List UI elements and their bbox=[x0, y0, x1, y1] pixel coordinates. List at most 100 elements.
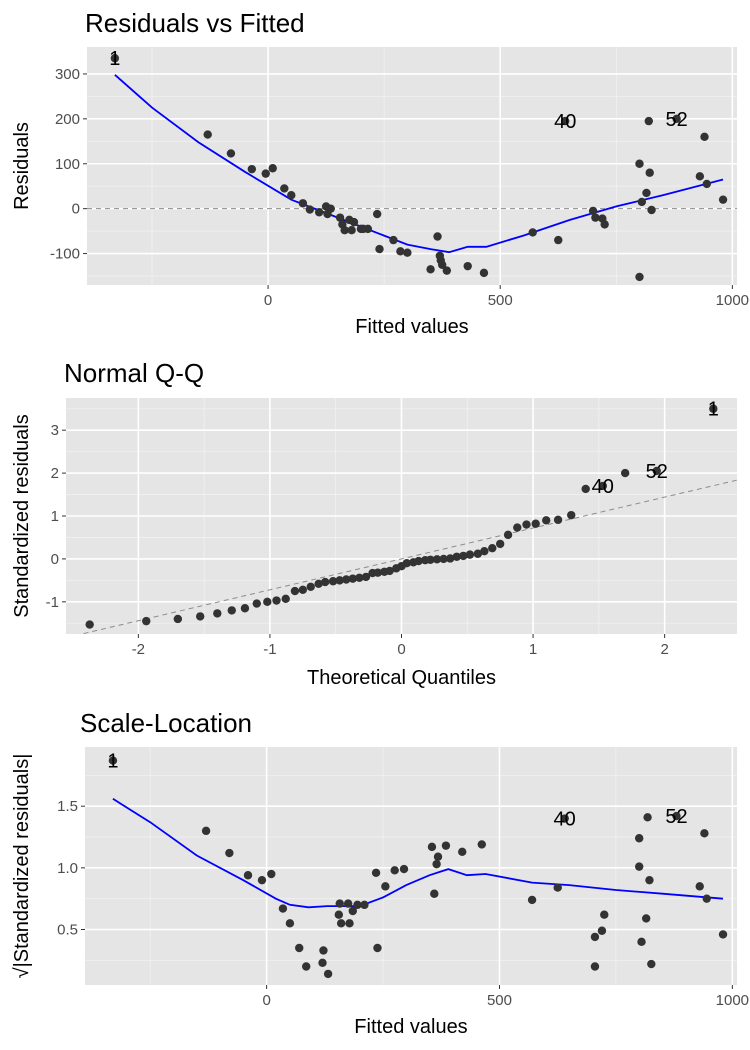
data-point bbox=[285, 919, 295, 928]
data-point bbox=[597, 926, 607, 935]
data-point bbox=[396, 247, 405, 256]
data-point bbox=[373, 943, 382, 953]
data-point bbox=[295, 943, 304, 953]
data-point bbox=[389, 235, 398, 245]
data-point bbox=[441, 841, 451, 850]
data-point bbox=[373, 568, 383, 577]
y-tick-label: 2 bbox=[51, 465, 59, 482]
plot-1: 1 40 52 0 500 1000 -100 0 100 200 300 Residuals vs … bbox=[11, 8, 749, 338]
point-label: 40 bbox=[592, 476, 614, 498]
data-point bbox=[305, 205, 315, 214]
data-point bbox=[647, 205, 656, 215]
data-point bbox=[522, 520, 531, 529]
y-tick-label: 100 bbox=[55, 156, 80, 173]
data-point bbox=[225, 848, 234, 858]
y-tick-label: -1 bbox=[46, 594, 59, 611]
data-point bbox=[247, 164, 257, 174]
data-point bbox=[348, 574, 358, 583]
data-point bbox=[527, 895, 537, 905]
data-point bbox=[495, 539, 505, 549]
y-tick-label: 0 bbox=[72, 201, 80, 218]
data-point bbox=[226, 149, 236, 158]
data-point bbox=[361, 572, 371, 582]
x-tick-label: 1000 bbox=[716, 292, 749, 309]
y-axis-title: √|Standardized residuals| bbox=[11, 754, 33, 979]
data-point bbox=[433, 852, 443, 861]
data-point bbox=[355, 573, 364, 582]
data-point bbox=[314, 208, 324, 217]
y-axis-title: Standardized residuals bbox=[11, 414, 33, 617]
data-point bbox=[637, 197, 647, 207]
data-point bbox=[347, 226, 356, 235]
data-point bbox=[598, 481, 607, 491]
data-point bbox=[298, 199, 308, 208]
x-axis-title: Theoretical Quantiles bbox=[307, 667, 496, 689]
data-point bbox=[257, 875, 267, 885]
data-point bbox=[252, 599, 261, 608]
point-label: 40 bbox=[554, 111, 576, 133]
data-point bbox=[142, 616, 151, 626]
data-point bbox=[473, 549, 483, 558]
data-point bbox=[108, 756, 118, 765]
data-point bbox=[442, 266, 452, 275]
data-point bbox=[298, 585, 308, 595]
plot-area: 1 40 52 bbox=[66, 398, 737, 634]
x-tick-label: 0 bbox=[264, 292, 272, 309]
data-point bbox=[268, 164, 277, 173]
data-point bbox=[437, 260, 447, 269]
data-point bbox=[348, 906, 357, 916]
y-tick-label: 300 bbox=[55, 66, 80, 83]
plot-area: 1 40 52 bbox=[85, 747, 737, 985]
data-point bbox=[635, 159, 644, 168]
data-point bbox=[267, 869, 276, 879]
data-point bbox=[403, 248, 412, 257]
data-point bbox=[227, 606, 236, 615]
data-point bbox=[335, 899, 344, 908]
data-point bbox=[718, 195, 728, 204]
y-tick-label: 1 bbox=[51, 508, 59, 525]
data-point bbox=[343, 899, 353, 908]
qq-reference-line bbox=[79, 479, 737, 634]
point-label: 1 bbox=[708, 399, 719, 421]
data-point bbox=[196, 612, 205, 621]
data-point bbox=[637, 937, 646, 947]
data-point bbox=[385, 566, 394, 576]
data-point bbox=[272, 596, 281, 605]
data-point bbox=[345, 919, 354, 928]
data-point bbox=[342, 575, 351, 584]
data-point bbox=[528, 228, 537, 237]
data-point bbox=[390, 866, 399, 875]
data-point bbox=[278, 904, 288, 913]
data-point bbox=[452, 552, 461, 561]
plot-2: 1 40 52 -2 -1 0 1 2 -1 0 1 2 3 Normal Q-Q Theoretical … bbox=[11, 358, 737, 689]
data-point bbox=[439, 554, 448, 564]
point-label: 40 bbox=[554, 809, 576, 831]
data-point bbox=[542, 516, 551, 525]
data-point bbox=[381, 882, 390, 891]
data-point bbox=[554, 235, 563, 245]
data-point bbox=[427, 842, 437, 852]
y-axis-title: Residuals bbox=[11, 122, 33, 210]
point-label: 52 bbox=[665, 806, 687, 828]
data-point bbox=[318, 958, 327, 968]
data-point bbox=[110, 54, 120, 63]
data-point bbox=[280, 184, 289, 193]
y-tick-label: 1.0 bbox=[57, 860, 78, 877]
data-point bbox=[641, 914, 651, 923]
data-point bbox=[290, 586, 300, 596]
data-point bbox=[353, 900, 362, 910]
data-point bbox=[644, 116, 653, 126]
smooth-line bbox=[112, 798, 724, 909]
y-tick-label: 3 bbox=[51, 422, 59, 439]
data-point bbox=[642, 188, 651, 198]
data-point bbox=[645, 875, 654, 885]
data-point bbox=[433, 232, 442, 241]
data-point bbox=[477, 840, 486, 849]
data-point bbox=[323, 969, 333, 979]
data-point bbox=[320, 577, 330, 587]
data-point bbox=[465, 550, 475, 559]
data-point bbox=[402, 559, 411, 568]
data-point bbox=[645, 168, 654, 177]
data-point bbox=[463, 261, 472, 271]
